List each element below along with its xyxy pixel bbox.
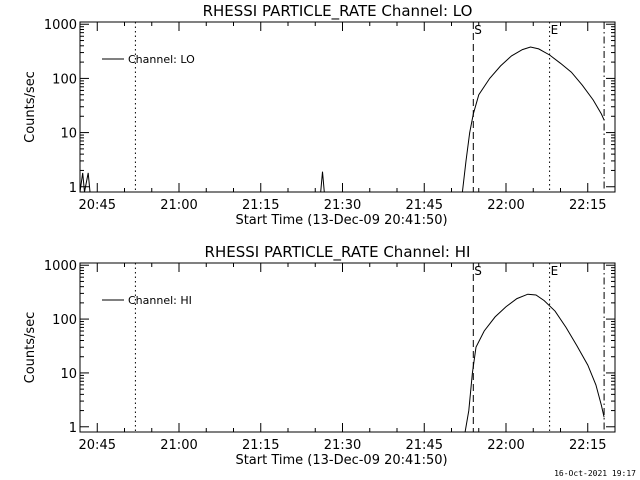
marker-label: S [474,23,482,37]
y-tick-label: 10 [60,127,77,142]
y-tick-label: 1 [69,421,77,436]
chart-title: RHESSI PARTICLE_RATE Channel: LO [203,2,473,21]
series-line [80,46,605,192]
chart-title: RHESSI PARTICLE_RATE Channel: HI [205,243,471,262]
x-tick-label: 21:45 [406,198,443,213]
chart-panel-2: RHESSI PARTICLE_RATE Channel: HI 1 10 100 10… [23,243,616,468]
x-axis-label: Start Time (13-Dec-09 20:41:50) [235,453,447,468]
y-tick-label: 100 [52,313,77,328]
y-tick-label: 1 [69,181,77,196]
y-tick-label: 1000 [44,18,77,33]
x-tick-label: 21:15 [242,438,279,453]
y-tick-label: 10 [60,367,77,382]
legend-label: Channel: LO [128,53,195,66]
y-axis-label: Counts/sec [23,312,38,384]
series-line [464,293,605,432]
x-tick-label: 22:00 [487,438,524,453]
chart-panel-1: RHESSI PARTICLE_RATE Channel: LO 1 10 100 10… [23,2,616,228]
marker-label: S [474,264,482,278]
x-tick-label: 21:00 [160,198,197,213]
x-tick-label: 21:30 [324,198,361,213]
x-axis-label: Start Time (13-Dec-09 20:41:50) [235,213,447,228]
x-tick-label: 21:00 [160,438,197,453]
legend-label: Channel: HI [128,294,192,307]
y-axis-label: Counts/sec [23,71,38,143]
x-tick-label: 21:45 [406,438,443,453]
x-tick-label: 20:45 [79,198,116,213]
x-tick-label: 22:15 [569,438,606,453]
marker-label: E [551,264,559,278]
plot-frame [79,262,616,433]
y-tick-label: 100 [52,72,77,87]
x-tick-label: 20:45 [79,438,116,453]
footer-timestamp: 16-Oct-2021 19:17 [554,469,636,478]
y-tick-label: 1000 [44,259,77,274]
x-tick-label: 21:30 [324,438,361,453]
x-tick-label: 22:00 [487,198,524,213]
x-tick-label: 22:15 [569,198,606,213]
marker-label: E [551,23,559,37]
x-tick-label: 21:15 [242,198,279,213]
